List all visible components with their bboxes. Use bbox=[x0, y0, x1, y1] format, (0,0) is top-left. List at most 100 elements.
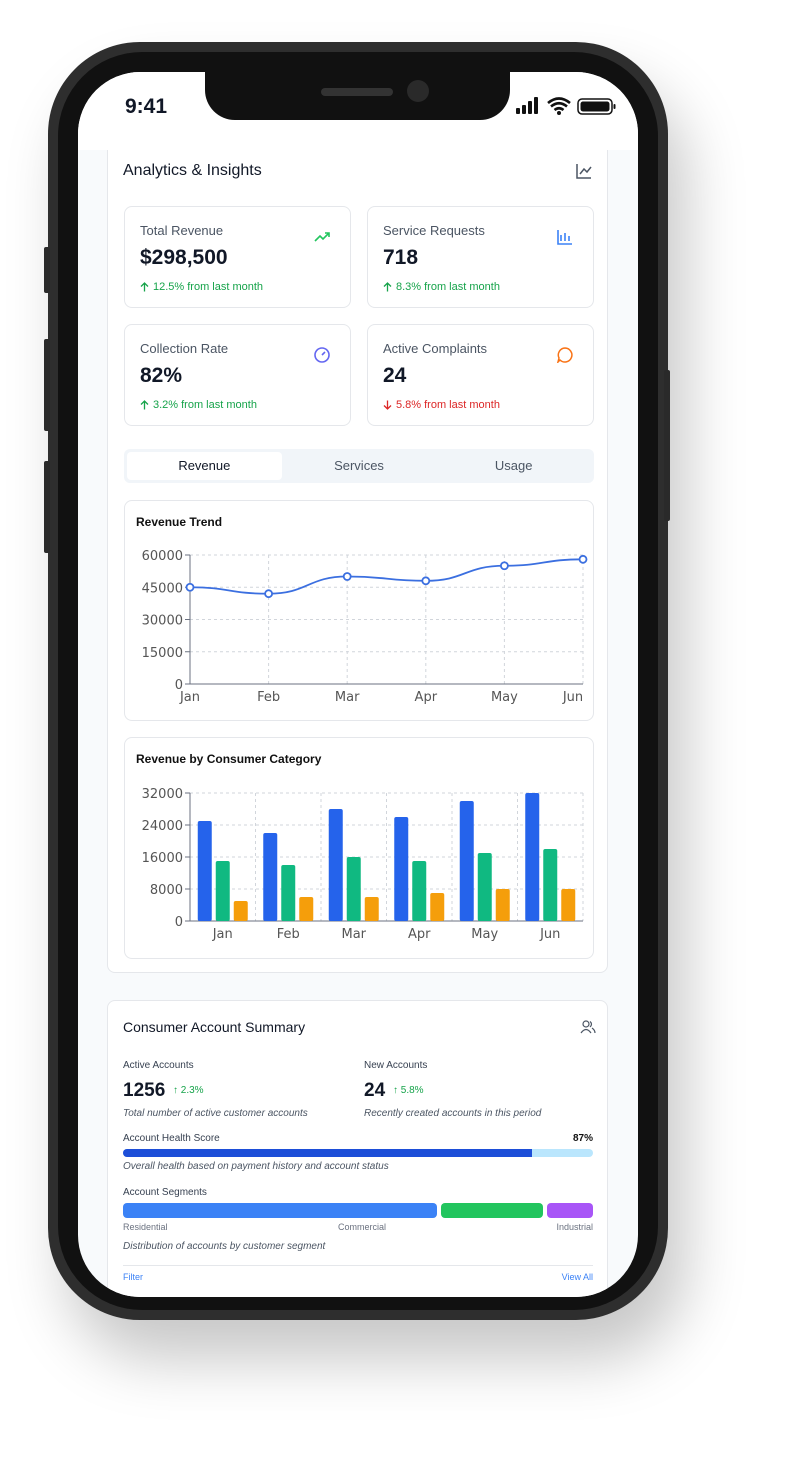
kpi-change-text: 12.5% from last month bbox=[153, 281, 264, 293]
section-title: Consumer Account Summary bbox=[123, 1019, 306, 1035]
bar bbox=[430, 893, 445, 921]
metric-label: New Accounts bbox=[364, 1060, 428, 1071]
status-icons bbox=[516, 97, 616, 115]
tab[interactable]: Services bbox=[334, 458, 384, 473]
y-tick-label: 0 bbox=[175, 678, 183, 693]
y-tick-label: 8000 bbox=[150, 883, 183, 898]
bar bbox=[263, 833, 278, 921]
tab[interactable]: Usage bbox=[494, 458, 533, 473]
bar bbox=[299, 897, 314, 921]
kpi-label: Collection Rate bbox=[140, 341, 229, 356]
bar bbox=[495, 889, 510, 921]
point bbox=[342, 572, 352, 581]
kpi-card: Total Revenue $298,500 12.5% from last mon… bbox=[124, 206, 351, 308]
kpi-change-text: 8.3% from last month bbox=[396, 281, 500, 293]
x-tick-label: Apr bbox=[408, 927, 431, 942]
y-tick-label: 0 bbox=[175, 915, 183, 930]
point bbox=[421, 576, 431, 586]
health-description: Overall health based on payment history … bbox=[123, 1161, 389, 1172]
x-tick-label: Jan bbox=[212, 927, 233, 942]
bar bbox=[346, 857, 361, 921]
side-button bbox=[44, 461, 50, 553]
y-tick-label: 32000 bbox=[142, 787, 183, 802]
kpi-label: Service Requests bbox=[383, 223, 485, 238]
side-button bbox=[44, 339, 50, 431]
segment bbox=[441, 1203, 543, 1218]
kpi-change: 8.3% from last month bbox=[383, 281, 500, 293]
segment-label: Commercial bbox=[337, 1222, 386, 1232]
status-bar: 9:41 bbox=[78, 72, 638, 150]
health-track bbox=[123, 1149, 593, 1157]
segment-bar bbox=[123, 1203, 593, 1218]
trend-arrow bbox=[383, 282, 392, 292]
kpi-change-text: 5.8% from last month bbox=[396, 399, 500, 411]
segment bbox=[123, 1203, 438, 1218]
side-button bbox=[664, 370, 670, 521]
segments-label: Account Segments bbox=[123, 1187, 207, 1198]
y-tick-label: 30000 bbox=[142, 614, 183, 629]
x-tick-label: May bbox=[491, 690, 518, 705]
x-tick-label: Apr bbox=[415, 690, 438, 705]
metric-value: 1256 bbox=[123, 1080, 166, 1101]
bar bbox=[328, 809, 343, 921]
segments-description: Distribution of accounts by customer seg… bbox=[123, 1241, 326, 1252]
y-tick-label: 24000 bbox=[142, 819, 183, 834]
kpi-card: Service Requests 718 8.3% from last month bbox=[367, 206, 594, 308]
users-icon bbox=[580, 1020, 596, 1034]
kpi-icon bbox=[557, 347, 573, 363]
metric-description: Recently created accounts in this period bbox=[364, 1108, 542, 1119]
notch bbox=[205, 72, 510, 120]
bar bbox=[394, 817, 409, 921]
view-all-link[interactable]: View All bbox=[561, 1272, 593, 1282]
chart-card: Revenue by Consumer Category 0 8000 16000 24… bbox=[124, 737, 594, 959]
kpi-card: Collection Rate 82% 3.2% from last month bbox=[124, 324, 351, 426]
side-button bbox=[44, 247, 50, 293]
y-tick-label: 16000 bbox=[142, 851, 183, 866]
screen: 9:41 Analytics & Insights Revenue Service… bbox=[78, 72, 638, 1297]
kpi-value: 82% bbox=[140, 364, 183, 387]
kpi-change-text: 3.2% from last month bbox=[153, 399, 257, 411]
metric-change: ↑ 2.3% bbox=[173, 1085, 204, 1096]
kpi-value: 24 bbox=[383, 364, 407, 387]
bar-chart: Revenue by Consumer Category 0 8000 16000 24… bbox=[136, 752, 584, 942]
line-chart: Revenue Trend 0 15000 30000 45000 60000 Jan Feb… bbox=[136, 515, 588, 705]
tab[interactable]: Revenue bbox=[127, 452, 282, 480]
clock: 9:41 bbox=[125, 95, 168, 118]
bar bbox=[525, 793, 540, 921]
y-tick-label: 60000 bbox=[142, 549, 183, 564]
health-label: Account Health Score bbox=[123, 1133, 220, 1144]
chart-title: Revenue Trend bbox=[136, 515, 222, 529]
divider bbox=[123, 1265, 593, 1266]
x-tick-label: May bbox=[471, 927, 498, 942]
trend-arrow bbox=[383, 400, 392, 410]
x-tick-label: Feb bbox=[277, 927, 300, 942]
metric-description: Total number of active customer accounts bbox=[123, 1108, 308, 1119]
x-tick-label: Feb bbox=[257, 690, 280, 705]
segment bbox=[546, 1203, 593, 1218]
line bbox=[189, 558, 584, 595]
point bbox=[185, 582, 195, 592]
kpi-change: 5.8% from last month bbox=[383, 399, 500, 411]
bar bbox=[364, 897, 379, 921]
trend-arrow bbox=[140, 282, 149, 292]
bar bbox=[215, 861, 230, 921]
filter-link[interactable]: Filter bbox=[123, 1272, 143, 1282]
tab-bar: Revenue Services Usage bbox=[124, 449, 594, 483]
bar bbox=[477, 853, 492, 921]
metric-label: Active Accounts bbox=[123, 1060, 194, 1071]
kpi-label: Active Complaints bbox=[383, 341, 488, 356]
health-score: 87% bbox=[572, 1133, 593, 1144]
y-tick-label: 15000 bbox=[142, 646, 183, 661]
point bbox=[499, 561, 509, 571]
kpi-value: 718 bbox=[383, 246, 419, 269]
kpi-change: 3.2% from last month bbox=[140, 399, 257, 411]
bar bbox=[459, 801, 474, 921]
kpi-icon bbox=[314, 232, 330, 242]
x-tick-label: Mar bbox=[335, 690, 360, 705]
bar bbox=[561, 889, 576, 921]
bar bbox=[412, 861, 427, 921]
metric-value: 24 bbox=[364, 1080, 386, 1101]
segment-label: Industrial bbox=[556, 1222, 593, 1232]
kpi-label: Total Revenue bbox=[140, 223, 224, 238]
